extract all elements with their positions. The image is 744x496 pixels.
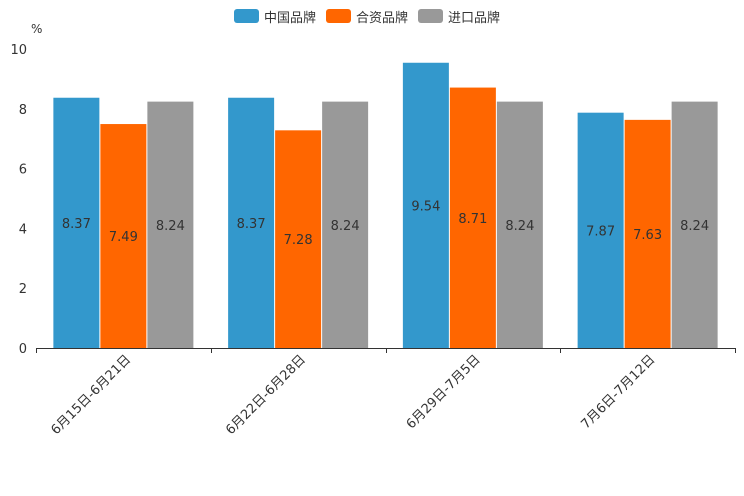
legend-swatch-series-2 — [418, 9, 444, 23]
data-label-0-3: 7.87 — [586, 224, 615, 239]
bar-0-0[interactable] — [53, 97, 100, 348]
data-label-1-2: 8.71 — [458, 212, 487, 227]
legend-swatch-series-1 — [326, 9, 352, 23]
data-label-2-0: 8.24 — [156, 219, 185, 234]
bar-2-2[interactable] — [496, 101, 543, 349]
legend-label-series-2: 进口品牌 — [448, 10, 501, 26]
data-label-2-1: 8.24 — [331, 219, 360, 234]
bar-2-1[interactable] — [322, 101, 369, 349]
y-tick-label-0: 0 — [19, 342, 27, 357]
x-tick-label-1: 6月22日-6月28日 — [223, 352, 309, 438]
bar-0-2[interactable] — [402, 62, 449, 349]
x-tick-label-2: 6月29日-7月5日 — [404, 352, 484, 432]
y-tick-label-3: 6 — [19, 163, 27, 178]
bar-2-0[interactable] — [147, 101, 194, 349]
legend-item-series-0[interactable]: 中国品牌 — [234, 7, 316, 26]
y-tick-label-5: 10 — [10, 43, 27, 58]
legend-item-series-1[interactable]: 合资品牌 — [326, 7, 408, 26]
bar-1-3[interactable] — [624, 119, 671, 348]
bar-0-1[interactable] — [228, 97, 275, 348]
x-tick-label-3: 7月6日-7月12日 — [579, 352, 659, 432]
y-tick-label-2: 4 — [19, 222, 27, 237]
data-label-0-0: 8.37 — [62, 217, 91, 232]
bar-1-2[interactable] — [449, 87, 496, 349]
bar-1-1[interactable] — [275, 130, 322, 348]
data-label-1-1: 7.28 — [284, 233, 313, 248]
bar-0-3[interactable] — [577, 112, 624, 348]
y-tick-label-1: 2 — [19, 282, 27, 297]
data-label-1-0: 7.49 — [109, 230, 138, 245]
data-label-2-3: 8.24 — [680, 219, 709, 234]
legend-label-series-1: 合资品牌 — [356, 10, 409, 26]
data-label-0-2: 9.54 — [411, 199, 440, 214]
bar-2-3[interactable] — [671, 101, 718, 349]
x-tick-label-0: 6月15日-6月21日 — [48, 352, 134, 438]
y-tick-label-4: 8 — [19, 103, 27, 118]
legend-item-series-2[interactable]: 进口品牌 — [418, 7, 500, 26]
y-axis-unit: % — [31, 22, 42, 36]
legend-label-series-0: 中国品牌 — [264, 10, 317, 26]
data-label-0-1: 8.37 — [237, 217, 266, 232]
data-label-1-3: 7.63 — [633, 228, 662, 243]
legend-swatch-series-0 — [234, 9, 259, 23]
data-label-2-2: 8.24 — [505, 219, 534, 234]
legend: 中国品牌 合资品牌 进口品牌 — [234, 7, 510, 26]
bar-1-0[interactable] — [100, 124, 147, 348]
